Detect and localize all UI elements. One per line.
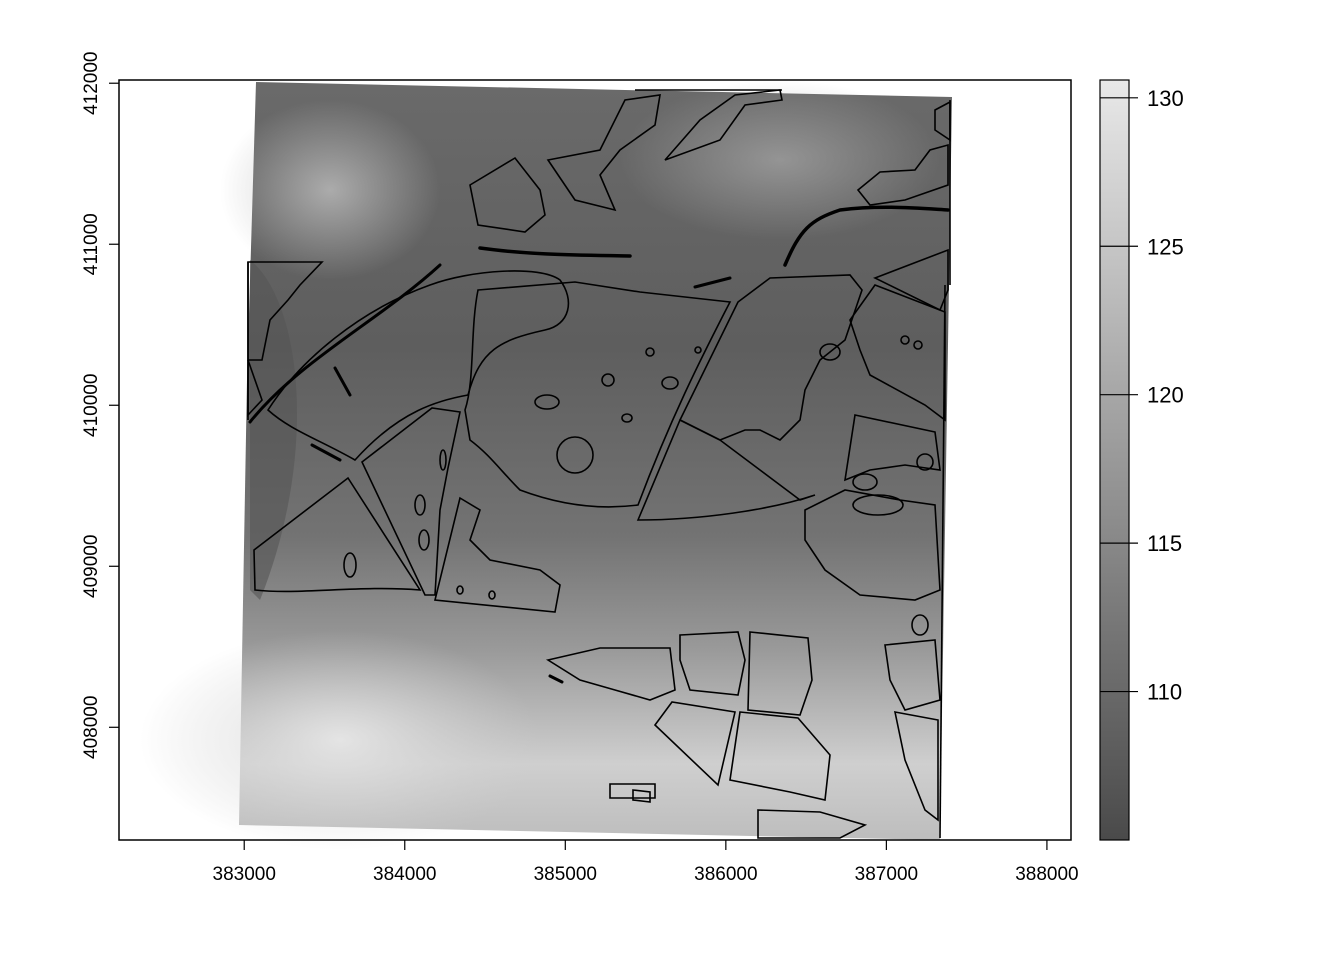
field-outline (253, 476, 422, 593)
y-axis: 408000 409000 410000 411000 412000 (81, 52, 119, 759)
pond-outline (911, 614, 929, 636)
channel-line (783, 205, 950, 267)
plot-frame (118, 79, 1072, 841)
field-outline (464, 281, 732, 508)
channel-line (548, 674, 564, 684)
pond-outline (819, 343, 841, 361)
channel-line (310, 443, 342, 462)
pond-outline (916, 453, 934, 471)
field-outline (843, 414, 941, 482)
field-outline (884, 639, 941, 711)
channel-line (248, 263, 442, 424)
pond-outline (488, 590, 496, 600)
elevation-raster (140, 80, 952, 850)
field-outline (247, 261, 324, 361)
channels (248, 205, 950, 684)
x-tick-label: 385000 (534, 864, 597, 885)
field-boundaries (247, 89, 951, 839)
field-outline (545, 647, 676, 701)
pond-outline (456, 585, 464, 595)
x-axis: 383000 384000 385000 386000 387000 388000 (213, 840, 1079, 885)
field-outline (632, 789, 651, 803)
pond-outline (601, 373, 615, 387)
field-outline (893, 710, 939, 822)
y-tick-label: 412000 (81, 52, 102, 115)
colorbar-tick-label: 115 (1147, 531, 1182, 556)
pond-outline (621, 413, 633, 423)
field-outline (469, 156, 546, 233)
highland-northwest (220, 100, 440, 280)
field-outline (361, 407, 461, 596)
field-outline (678, 274, 863, 441)
pond-outline (852, 494, 904, 516)
field-outline (636, 418, 816, 521)
pond-outline (913, 340, 923, 350)
pond-outline (414, 494, 426, 516)
y-tick-label: 408000 (81, 696, 102, 759)
channel-line (693, 276, 732, 289)
field-outline (434, 496, 561, 613)
field-outline (609, 783, 656, 799)
field-outline (757, 809, 868, 839)
colorbar-tick-label: 110 (1147, 680, 1182, 705)
highland-northeast (620, 80, 940, 240)
field-outline (546, 94, 661, 212)
field-outline (747, 631, 813, 716)
y-tick-label: 411000 (81, 213, 102, 275)
field-outline (873, 248, 949, 312)
pond-outline (661, 376, 679, 390)
field-outline (664, 89, 783, 161)
highland-southwest (140, 630, 540, 850)
x-tick-label: 388000 (1015, 864, 1078, 885)
pond-outline (418, 529, 430, 551)
colorbar-tick-label: 130 (1147, 86, 1184, 111)
pond-outline (343, 552, 357, 578)
colorbar-ramp (1099, 79, 1130, 841)
pond-outline (694, 346, 702, 354)
y-tick-label: 409000 (81, 535, 102, 598)
pond-outline (645, 347, 655, 357)
x-tick-label: 384000 (373, 864, 436, 885)
field-outline (679, 631, 746, 696)
field-outline (729, 711, 831, 801)
pond-outline (439, 449, 447, 471)
colorbar-tick-label: 125 (1147, 234, 1184, 259)
channel-line (333, 366, 352, 397)
colorbar-tick-label: 120 (1147, 383, 1184, 408)
x-tick-label: 387000 (855, 864, 918, 885)
channel-line (478, 246, 632, 258)
x-tick-label: 383000 (213, 864, 276, 885)
pond-outline (852, 473, 878, 491)
pond-outline (900, 335, 910, 345)
y-tick-label: 410000 (81, 374, 102, 437)
colorbar: 110 115 120 125 130 (1099, 79, 1184, 841)
x-tick-label: 386000 (694, 864, 757, 885)
survey-boundary (939, 284, 946, 839)
lowland-west (250, 260, 298, 600)
pond-outline (556, 436, 594, 474)
pond-outline (534, 394, 560, 410)
field-outline (856, 143, 949, 206)
colorbar-ticks: 110 115 120 125 130 (1100, 86, 1184, 705)
field-outline (653, 701, 736, 787)
